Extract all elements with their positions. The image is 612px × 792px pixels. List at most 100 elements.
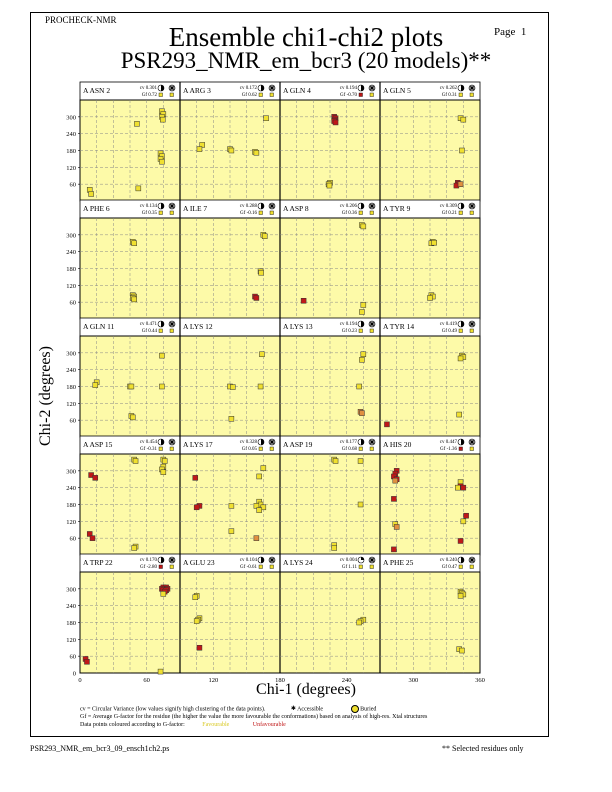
- cv-icon-fill: [261, 557, 264, 563]
- y-tick-label: 300: [66, 468, 76, 475]
- x-tick-label: 180: [275, 677, 285, 684]
- residue-label: A GLN 5: [383, 86, 411, 95]
- cv-icon-fill: [161, 321, 164, 327]
- data-point: [460, 116, 467, 123]
- cv-value: cv 0.328: [240, 440, 258, 445]
- data-point: [192, 594, 199, 600]
- gf-value: Gf 0.21: [442, 211, 458, 216]
- data-point: [86, 531, 93, 537]
- data-point: [134, 121, 140, 127]
- gf-color-key: [258, 446, 263, 451]
- residue-label: A TRP 22: [83, 558, 113, 567]
- data-point: [135, 185, 142, 192]
- data-point: [253, 149, 260, 156]
- data-point: [160, 116, 166, 123]
- gf-color-key: [269, 210, 274, 215]
- y-tick-label: 300: [66, 586, 76, 593]
- data-point: [258, 269, 264, 276]
- legend-buried: Buried: [360, 706, 377, 713]
- residue-label: A HIS 20: [383, 440, 412, 449]
- accessible-star: [469, 557, 475, 563]
- cv-icon-fill: [161, 203, 164, 209]
- gf-value: Gf 0.72: [142, 93, 158, 98]
- gf-value: Gf 0.49: [442, 329, 458, 334]
- cv-value: cv 0.206: [340, 204, 358, 209]
- legend-cv-text: cv = Circular Variance (low values signi…: [80, 706, 266, 713]
- data-point: [159, 158, 165, 165]
- y-tick-label: 120: [66, 519, 76, 526]
- data-point: [332, 458, 339, 464]
- data-point: [199, 142, 205, 148]
- accessible-star: [269, 439, 275, 445]
- accessible-star: [469, 321, 475, 327]
- gf-color-key: [158, 446, 163, 451]
- cv-value: cv 0.194: [340, 86, 358, 91]
- gf-color-key: [369, 92, 374, 97]
- accessible-star: [169, 321, 175, 327]
- data-point: [192, 475, 199, 481]
- cv-value: cv 0.471: [140, 322, 158, 327]
- y-tick-label: 240: [66, 485, 76, 492]
- y-tick-label: 180: [66, 148, 76, 155]
- y-tick-label: 300: [66, 232, 76, 239]
- gf-color-key: [458, 328, 463, 333]
- data-point: [357, 501, 364, 508]
- cv-value: cv 0.447: [440, 440, 458, 445]
- residue-label: A GLN 4: [283, 86, 311, 95]
- footer-selected-note: ** Selected residues only: [442, 744, 524, 753]
- cv-icon-fill: [261, 85, 264, 91]
- data-point: [392, 477, 399, 484]
- accessible-star: [369, 203, 375, 209]
- gf-value: Gf -0.31: [140, 447, 157, 452]
- data-point: [157, 668, 164, 675]
- y-tick-label: 120: [66, 637, 76, 644]
- data-point: [360, 351, 367, 357]
- accessible-star: [369, 321, 375, 327]
- accessible-star: [169, 203, 175, 209]
- data-point: [92, 382, 99, 388]
- residue-label: A LYS 17: [183, 440, 213, 449]
- gf-color-key: [458, 564, 463, 569]
- y-tick-label: 120: [66, 401, 76, 408]
- accessible-star: [269, 85, 275, 91]
- data-point: [257, 383, 264, 390]
- gf-value: Gf -1.36: [440, 447, 457, 452]
- cv-value: cv 0.194: [340, 322, 358, 327]
- x-tick-label: 240: [342, 677, 352, 684]
- cv-icon-fill: [461, 85, 464, 91]
- y-tick-label: 300: [66, 114, 76, 121]
- page-frame: [30, 12, 549, 737]
- gf-value: Gf -2.80: [140, 565, 157, 570]
- data-point: [300, 298, 307, 304]
- cv-icon-fill: [461, 321, 464, 327]
- data-point: [160, 469, 167, 475]
- data-point: [460, 518, 467, 525]
- accessible-star: [369, 439, 375, 445]
- data-point: [393, 524, 400, 530]
- data-point: [459, 147, 465, 154]
- data-point: [359, 357, 365, 363]
- data-point: [357, 458, 364, 464]
- data-point: [457, 181, 464, 187]
- cv-icon-fill: [461, 439, 464, 445]
- gf-color-key: [358, 210, 363, 215]
- cv-value: cv 0.309: [440, 204, 458, 209]
- accessible-star: [169, 557, 175, 563]
- residue-label: A LYS 24: [283, 558, 313, 567]
- gf-value: Gf 0.68: [342, 447, 358, 452]
- accessible-icon: ✱: [290, 706, 296, 713]
- data-point: [256, 507, 262, 513]
- x-tick-label: 300: [408, 677, 418, 684]
- data-point: [253, 295, 260, 301]
- data-point: [384, 421, 390, 428]
- cv-value: cv 0.104: [240, 558, 258, 563]
- page-label-text: Page: [494, 26, 516, 38]
- page-number: 1: [520, 26, 527, 38]
- data-point: [457, 593, 464, 599]
- gf-value: Gf 0.05: [242, 447, 258, 452]
- gf-color-key: [458, 446, 463, 451]
- legend-coloured-line: Data points coloured according to G-fact…: [80, 722, 286, 728]
- gf-color-key: [269, 92, 274, 97]
- gf-value: Gf 0.36: [342, 211, 358, 216]
- accessible-star: [369, 85, 375, 91]
